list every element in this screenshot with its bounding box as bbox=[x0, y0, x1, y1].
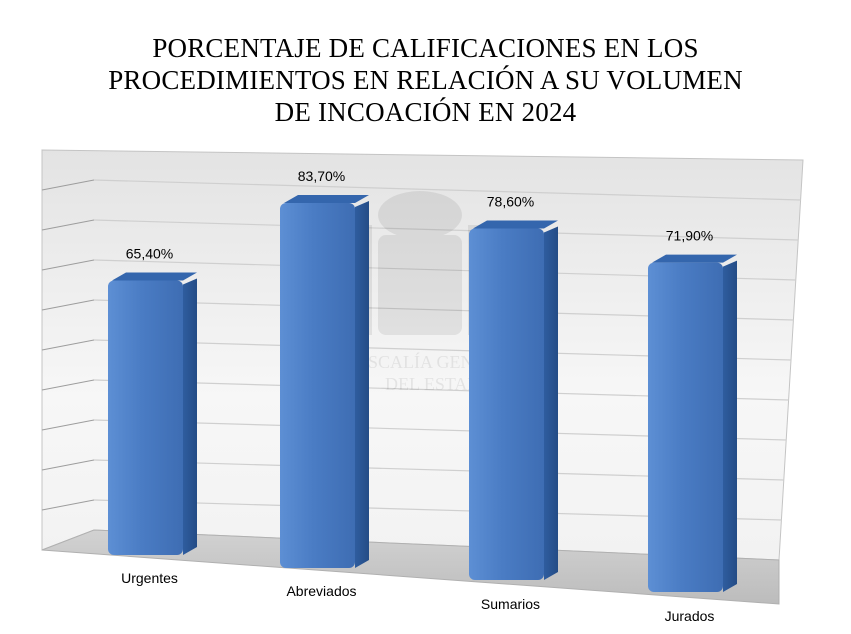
seal-shield-shape bbox=[378, 235, 462, 335]
bar-front bbox=[648, 262, 723, 592]
gridline-side bbox=[41, 339, 95, 351]
gridline-side bbox=[41, 259, 95, 271]
bar-side bbox=[183, 278, 197, 555]
gridline-side bbox=[41, 379, 95, 391]
category-label: Urgentes bbox=[121, 570, 178, 586]
bars bbox=[108, 195, 737, 592]
bar-abreviados bbox=[280, 195, 369, 569]
data-label: 71,90% bbox=[666, 228, 713, 244]
floor bbox=[41, 529, 780, 605]
category-label: Sumarios bbox=[481, 596, 540, 612]
bar-side bbox=[355, 201, 369, 569]
bar-top bbox=[652, 254, 737, 263]
bar-urgentes bbox=[108, 272, 197, 555]
gridline-side bbox=[41, 499, 95, 511]
gridline-side bbox=[41, 219, 95, 231]
bar-jurados bbox=[648, 254, 737, 592]
watermark-line-2: DEL ESTADO bbox=[385, 374, 493, 394]
chart-title-line-1: PORCENTAJE DE CALIFICACIONES EN LOS bbox=[152, 33, 699, 63]
bar-front bbox=[469, 228, 544, 580]
seal-crown-shape bbox=[378, 191, 462, 239]
chart-title-line-2: PROCEDIMIENTOS EN RELACIÓN A SU VOLUMEN bbox=[108, 65, 743, 95]
data-label: 78,60% bbox=[487, 193, 534, 209]
category-label: Jurados bbox=[665, 608, 715, 624]
gridline bbox=[93, 179, 801, 201]
bar-sumarios bbox=[469, 220, 558, 580]
gridline-side bbox=[41, 179, 95, 191]
gridline bbox=[93, 219, 799, 241]
bar-top bbox=[473, 220, 558, 229]
bar-front bbox=[280, 203, 355, 569]
gridline-side bbox=[41, 299, 95, 311]
bar-front bbox=[108, 280, 183, 555]
category-label: Abreviados bbox=[286, 583, 356, 599]
bar-side bbox=[723, 260, 737, 592]
category-labels: Urgentes Abreviados Sumarios Jurados bbox=[121, 570, 714, 624]
gridline-side bbox=[41, 459, 95, 471]
bar-top bbox=[284, 195, 369, 204]
data-label: 83,70% bbox=[298, 168, 345, 184]
gridline-side bbox=[41, 419, 95, 431]
chart-title: PORCENTAJE DE CALIFICACIONES EN LOS PROC… bbox=[0, 32, 851, 128]
bar-top bbox=[112, 272, 197, 281]
data-label: 65,40% bbox=[126, 246, 173, 262]
data-labels: 65,40% 83,70% 78,60% 71,90% bbox=[126, 168, 713, 261]
chart-title-line-3: DE INCOACIÓN EN 2024 bbox=[274, 97, 577, 127]
bar-side bbox=[544, 226, 558, 580]
